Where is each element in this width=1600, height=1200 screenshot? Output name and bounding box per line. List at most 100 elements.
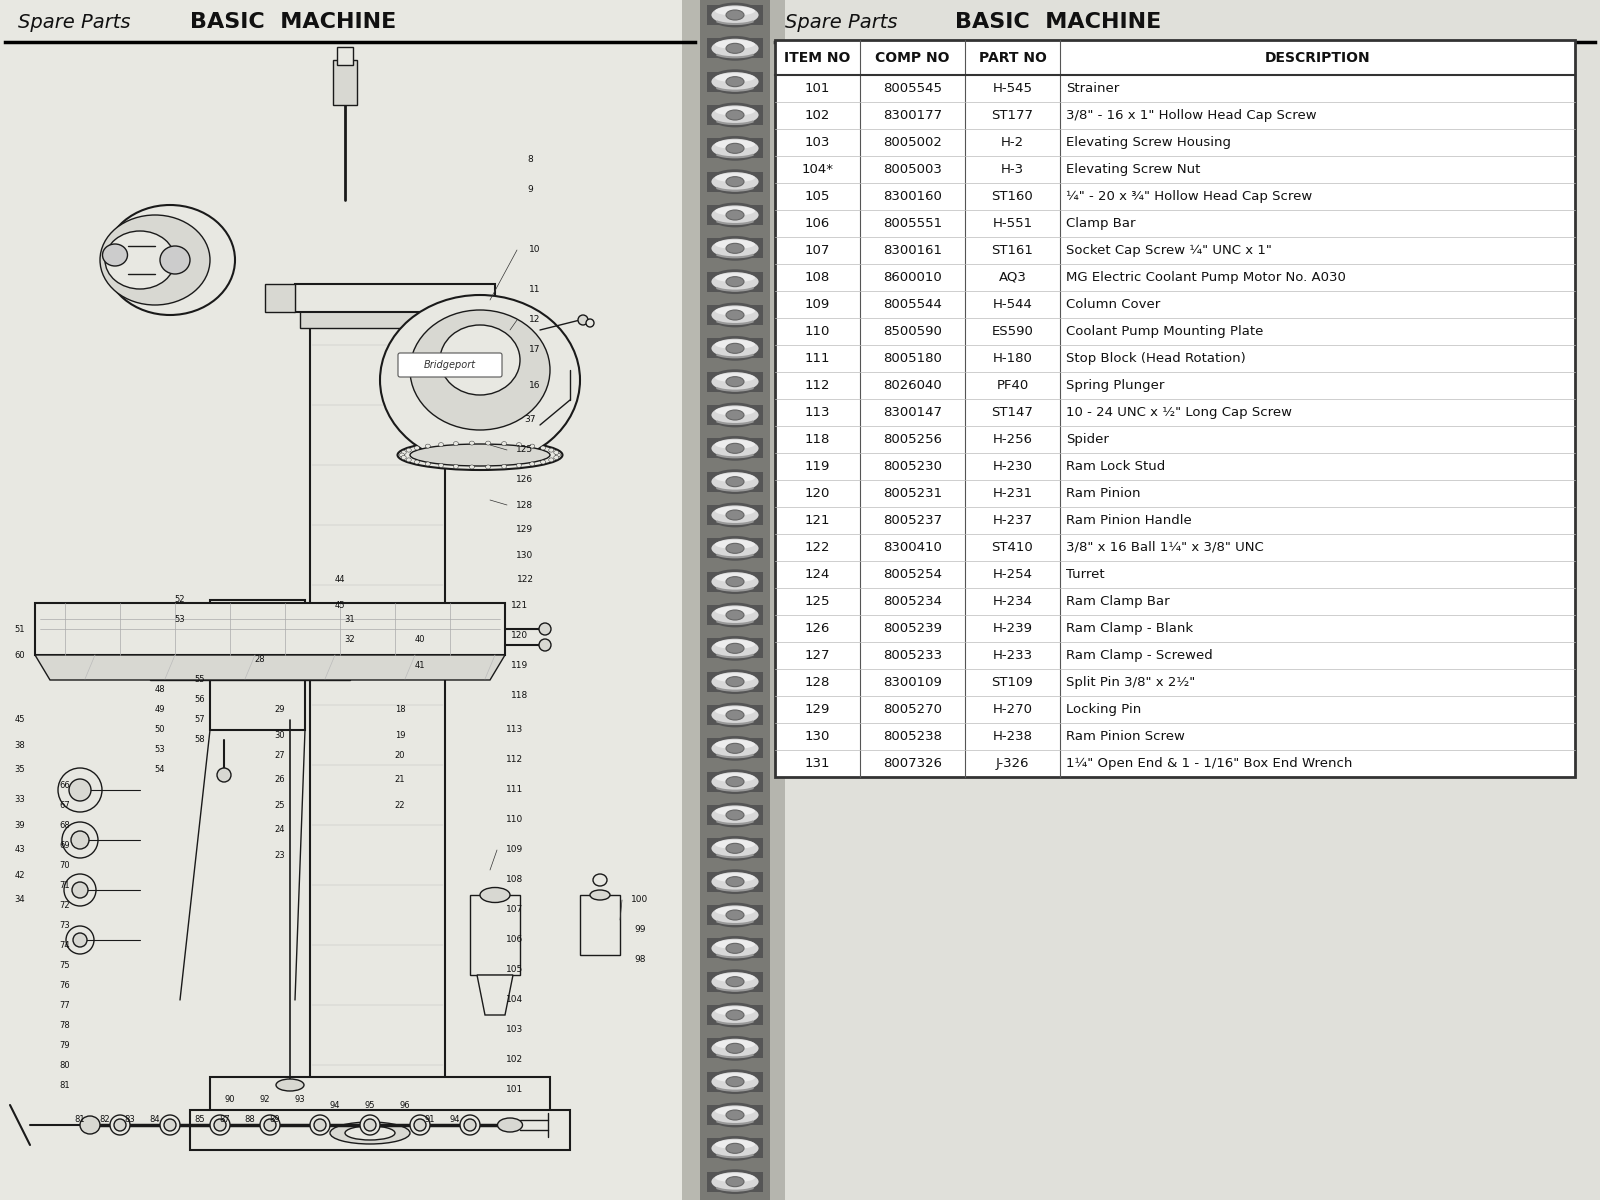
Ellipse shape	[453, 442, 458, 445]
Text: H-254: H-254	[992, 568, 1032, 581]
Text: Elevating Screw Housing: Elevating Screw Housing	[1066, 136, 1230, 149]
Ellipse shape	[710, 437, 760, 460]
Text: H-3: H-3	[1002, 163, 1024, 176]
Text: COMP NO: COMP NO	[875, 50, 950, 65]
FancyBboxPatch shape	[707, 138, 763, 158]
Text: 32: 32	[344, 636, 355, 644]
Text: 120: 120	[512, 630, 528, 640]
Text: AQ3: AQ3	[998, 271, 1027, 284]
FancyBboxPatch shape	[398, 353, 502, 377]
Ellipse shape	[715, 274, 755, 282]
Ellipse shape	[715, 540, 755, 548]
Text: 57: 57	[195, 715, 205, 725]
FancyBboxPatch shape	[0, 0, 701, 1200]
Text: 71: 71	[59, 881, 70, 889]
Ellipse shape	[498, 1118, 523, 1132]
Text: 8005002: 8005002	[883, 136, 942, 149]
Text: 53: 53	[174, 616, 186, 624]
Ellipse shape	[110, 1115, 130, 1135]
Ellipse shape	[549, 458, 554, 462]
Text: 121: 121	[805, 514, 830, 527]
Ellipse shape	[715, 107, 755, 115]
Ellipse shape	[310, 1115, 330, 1135]
Ellipse shape	[726, 677, 744, 686]
Text: 43: 43	[14, 846, 26, 854]
Text: Column Cover: Column Cover	[1066, 298, 1160, 311]
Text: Locking Pin: Locking Pin	[1066, 703, 1141, 716]
Ellipse shape	[469, 442, 474, 445]
Text: ST160: ST160	[992, 190, 1034, 203]
Text: 106: 106	[506, 936, 523, 944]
Text: 82: 82	[99, 1116, 110, 1124]
Ellipse shape	[715, 640, 755, 649]
Text: 105: 105	[805, 190, 830, 203]
Ellipse shape	[539, 623, 550, 635]
Ellipse shape	[210, 1115, 230, 1135]
Text: 8500590: 8500590	[883, 325, 942, 338]
FancyBboxPatch shape	[770, 0, 786, 1200]
FancyBboxPatch shape	[707, 305, 763, 325]
Ellipse shape	[710, 704, 760, 726]
Text: 85: 85	[195, 1116, 205, 1124]
Text: 119: 119	[512, 660, 528, 670]
Ellipse shape	[72, 882, 88, 898]
Ellipse shape	[539, 638, 550, 650]
Ellipse shape	[715, 140, 755, 149]
Ellipse shape	[214, 1118, 226, 1130]
FancyBboxPatch shape	[770, 0, 1600, 1200]
Text: Ram Clamp Bar: Ram Clamp Bar	[1066, 595, 1170, 608]
Text: 24: 24	[275, 826, 285, 834]
Ellipse shape	[715, 240, 755, 248]
Text: 131: 131	[805, 757, 830, 770]
Text: 112: 112	[507, 756, 523, 764]
Text: 41: 41	[414, 660, 426, 670]
FancyBboxPatch shape	[707, 704, 763, 725]
FancyBboxPatch shape	[707, 1171, 763, 1192]
Text: Spare Parts: Spare Parts	[18, 13, 131, 32]
FancyBboxPatch shape	[707, 1139, 763, 1158]
Text: 53: 53	[155, 745, 165, 755]
Ellipse shape	[726, 910, 744, 920]
FancyBboxPatch shape	[707, 605, 763, 625]
Ellipse shape	[710, 871, 760, 893]
Text: ¼" - 20 x ¾" Hollow Head Cap Screw: ¼" - 20 x ¾" Hollow Head Cap Screw	[1066, 190, 1312, 203]
Text: 8300109: 8300109	[883, 676, 942, 689]
FancyBboxPatch shape	[707, 438, 763, 458]
Ellipse shape	[710, 637, 760, 659]
Ellipse shape	[715, 6, 755, 16]
Ellipse shape	[715, 306, 755, 316]
Text: 107: 107	[506, 906, 523, 914]
Text: 103: 103	[805, 136, 830, 149]
Ellipse shape	[264, 1118, 277, 1130]
Ellipse shape	[406, 448, 411, 452]
Text: 66: 66	[59, 780, 70, 790]
Text: 128: 128	[805, 676, 830, 689]
Ellipse shape	[726, 710, 744, 720]
Text: 26: 26	[275, 775, 285, 785]
Ellipse shape	[461, 1115, 480, 1135]
Text: Strainer: Strainer	[1066, 82, 1120, 95]
Text: 89: 89	[270, 1116, 280, 1124]
Ellipse shape	[715, 707, 755, 715]
Text: 105: 105	[506, 966, 523, 974]
Text: H-230: H-230	[992, 460, 1032, 473]
Text: Ram Lock Stud: Ram Lock Stud	[1066, 460, 1165, 473]
Text: 12: 12	[530, 316, 541, 324]
Ellipse shape	[517, 463, 522, 467]
Ellipse shape	[710, 470, 760, 493]
Ellipse shape	[440, 325, 520, 395]
Text: 50: 50	[155, 726, 165, 734]
Text: PART NO: PART NO	[979, 50, 1046, 65]
Ellipse shape	[414, 1118, 426, 1130]
Text: 58: 58	[195, 736, 205, 744]
Ellipse shape	[464, 1118, 477, 1130]
FancyBboxPatch shape	[707, 38, 763, 59]
FancyBboxPatch shape	[707, 672, 763, 691]
Text: J-326: J-326	[995, 757, 1029, 770]
Text: 104: 104	[507, 996, 523, 1004]
Ellipse shape	[710, 271, 760, 293]
Ellipse shape	[438, 443, 443, 446]
Ellipse shape	[715, 806, 755, 816]
Text: 30: 30	[275, 731, 285, 739]
Text: 111: 111	[805, 352, 830, 365]
